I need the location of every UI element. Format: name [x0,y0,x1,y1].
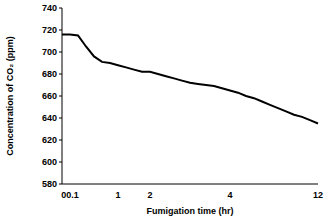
svg-text:580: 580 [42,179,57,189]
svg-text:700: 700 [42,47,57,57]
svg-text:Concentration of CO₂ (ppm): Concentration of CO₂ (ppm) [8,36,15,156]
svg-text:12: 12 [313,190,323,200]
svg-text:680: 680 [42,69,57,79]
svg-text:2: 2 [147,190,152,200]
svg-text:640: 640 [42,113,57,123]
svg-text:Fumigation time (hr): Fumigation time (hr) [147,206,234,216]
svg-text:660: 660 [42,91,57,101]
svg-text:1: 1 [115,190,120,200]
svg-text:740: 740 [42,3,57,13]
svg-text:4: 4 [227,190,232,200]
svg-text:620: 620 [42,135,57,145]
svg-text:600: 600 [42,157,57,167]
svg-text:720: 720 [42,25,57,35]
svg-text:00.1: 00.1 [61,190,79,200]
